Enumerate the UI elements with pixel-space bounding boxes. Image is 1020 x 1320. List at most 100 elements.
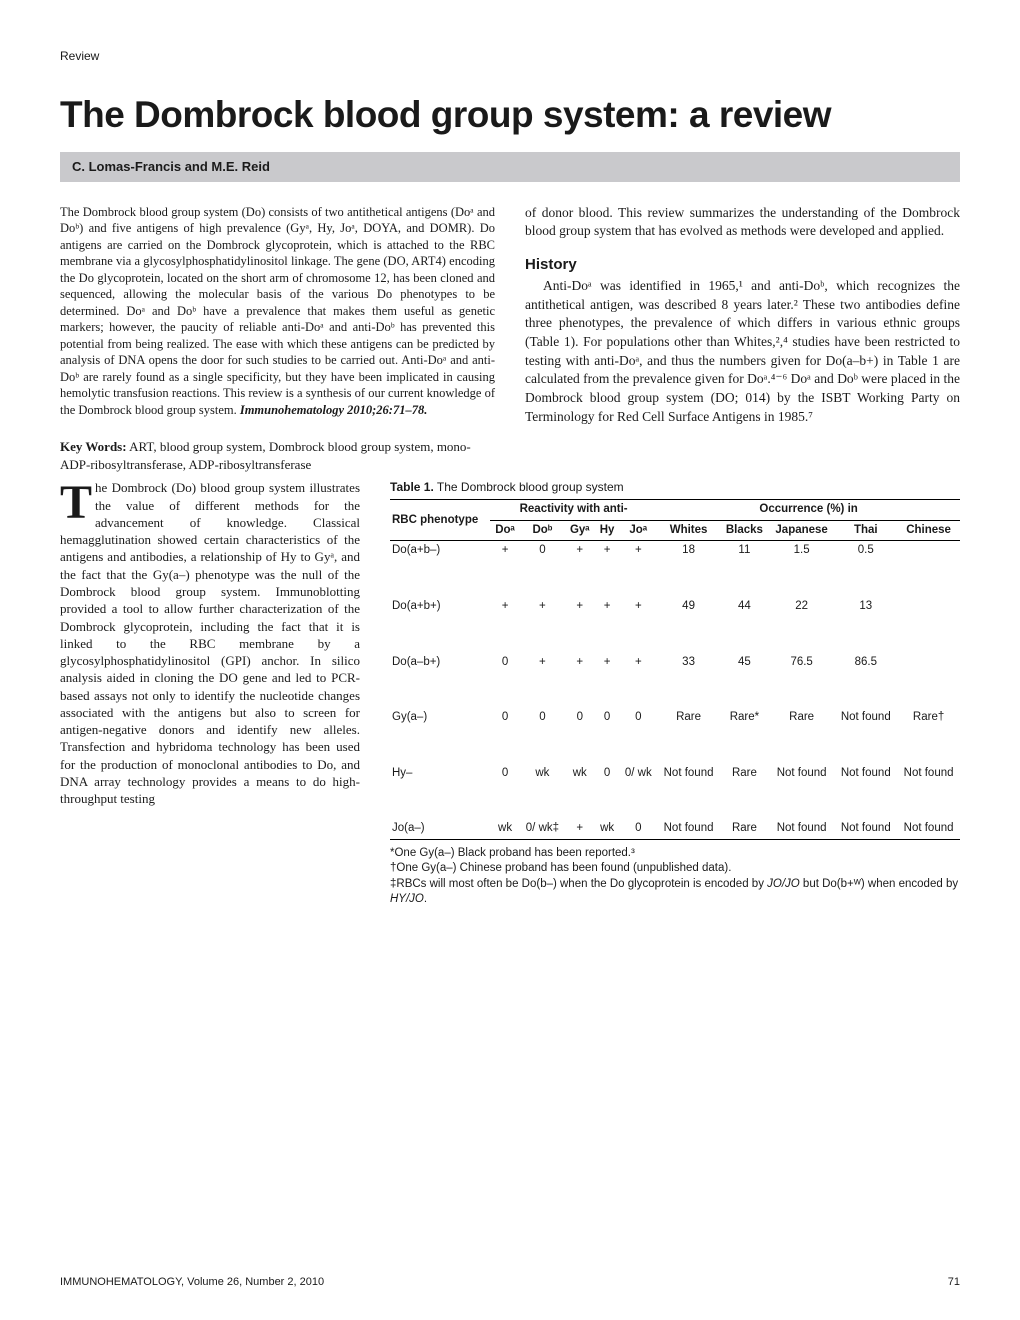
cell-occurrence (897, 597, 960, 617)
cell-occurrence: 0.5 (834, 541, 897, 561)
keywords: Key Words: ART, blood group system, Domb… (60, 438, 474, 473)
cell-occurrence: Rare (720, 819, 769, 839)
cell-reactivity: 0 (595, 708, 620, 728)
keywords-label: Key Words: (60, 439, 127, 454)
footer-left: IMMUNOHEMATOLOGY, Volume 26, Number 2, 2… (60, 1275, 324, 1290)
cell-occurrence: Rare (720, 764, 769, 784)
col-group-occurrence: Occurrence (%) in (657, 500, 960, 521)
cell-phenotype: Do(a+b–) (390, 541, 490, 561)
abstract-text: The Dombrock blood group system (Do) con… (60, 205, 495, 417)
lead-continuation: of donor blood. This review summarizes t… (525, 204, 960, 241)
cell-occurrence: Rare* (720, 708, 769, 728)
page-footer: IMMUNOHEMATOLOGY, Volume 26, Number 2, 2… (60, 1275, 960, 1290)
cell-occurrence: 33 (657, 653, 720, 673)
table-row-spacer (390, 783, 960, 819)
body-paragraph: he Dombrock (Do) blood group system illu… (60, 480, 360, 806)
dombrock-table: RBC phenotype Reactivity with anti- Occu… (390, 499, 960, 839)
cell-reactivity: 0 (490, 653, 520, 673)
cell-occurrence: 22 (769, 597, 835, 617)
cell-occurrence: Not found (657, 819, 720, 839)
cell-reactivity: + (520, 653, 565, 673)
top-columns: The Dombrock blood group system (Do) con… (60, 204, 960, 427)
cell-occurrence: 45 (720, 653, 769, 673)
cell-reactivity: 0 (490, 708, 520, 728)
cell-reactivity: + (565, 597, 595, 617)
cell-occurrence: 49 (657, 597, 720, 617)
col-hy: Hy (595, 520, 620, 541)
table-row-spacer (390, 561, 960, 597)
cell-reactivity: + (595, 541, 620, 561)
lower-area: The Dombrock (Do) blood group system ill… (60, 479, 960, 907)
cell-reactivity: + (520, 597, 565, 617)
cell-occurrence: 13 (834, 597, 897, 617)
cell-reactivity: + (490, 597, 520, 617)
abstract-citation: Immunohematology 2010;26:71–78. (240, 403, 428, 417)
col-rbc-phenotype: RBC phenotype (390, 500, 490, 541)
cell-reactivity: 0 (619, 819, 657, 839)
cell-reactivity: + (565, 653, 595, 673)
col-thai: Thai (834, 520, 897, 541)
history-heading: History (525, 255, 960, 275)
cell-reactivity: + (619, 653, 657, 673)
cell-occurrence: Not found (897, 819, 960, 839)
cell-reactivity: + (490, 541, 520, 561)
col-gya: Gyᵃ (565, 520, 595, 541)
cell-occurrence: Not found (834, 819, 897, 839)
col-chinese: Chinese (897, 520, 960, 541)
cell-reactivity: 0 (619, 708, 657, 728)
cell-occurrence (897, 541, 960, 561)
col-doa: Doᵃ (490, 520, 520, 541)
footnote-2: †One Gy(a–) Chinese proband has been fou… (390, 861, 960, 877)
table-area: Table 1. The Dombrock blood group system… (390, 479, 960, 907)
table-footnotes: *One Gy(a–) Black proband has been repor… (390, 846, 960, 908)
cell-reactivity: 0 (565, 708, 595, 728)
cell-reactivity: 0 (520, 541, 565, 561)
col-whites: Whites (657, 520, 720, 541)
col-japanese: Japanese (769, 520, 835, 541)
right-column-top: of donor blood. This review summarizes t… (525, 204, 960, 427)
table-row-spacer (390, 672, 960, 708)
cell-occurrence: 44 (720, 597, 769, 617)
cell-reactivity: + (565, 819, 595, 839)
cell-occurrence: Not found (657, 764, 720, 784)
cell-occurrence: 18 (657, 541, 720, 561)
table-row: Jo(a–)wk0/ wk‡+wk0Not foundRareNot found… (390, 819, 960, 839)
col-blacks: Blacks (720, 520, 769, 541)
cell-phenotype: Do(a+b+) (390, 597, 490, 617)
cell-occurrence: 76.5 (769, 653, 835, 673)
cell-reactivity: 0 (490, 764, 520, 784)
cell-phenotype: Gy(a–) (390, 708, 490, 728)
cell-reactivity: + (595, 597, 620, 617)
cell-reactivity: + (619, 541, 657, 561)
col-dob: Doᵇ (520, 520, 565, 541)
col-joa: Joᵃ (619, 520, 657, 541)
review-label: Review (60, 48, 960, 64)
table-row: Hy–0wkwk00/ wkNot foundRareNot foundNot … (390, 764, 960, 784)
cell-occurrence: 11 (720, 541, 769, 561)
cell-reactivity: wk (490, 819, 520, 839)
table-caption-label: Table 1. (390, 480, 434, 494)
page-title: The Dombrock blood group system: a revie… (60, 90, 960, 140)
cell-reactivity: wk (520, 764, 565, 784)
cell-reactivity: wk (565, 764, 595, 784)
cell-reactivity: 0 (595, 764, 620, 784)
cell-occurrence: Rare (657, 708, 720, 728)
cell-reactivity: wk (595, 819, 620, 839)
table-row: Gy(a–)00000RareRare*RareNot foundRare† (390, 708, 960, 728)
table-row: Do(a–b+)0++++334576.586.5 (390, 653, 960, 673)
table-row: Do(a+b+)+++++49442213 (390, 597, 960, 617)
footnote-1: *One Gy(a–) Black proband has been repor… (390, 846, 960, 862)
abstract-column: The Dombrock blood group system (Do) con… (60, 204, 495, 427)
table-row-spacer (390, 728, 960, 764)
cell-occurrence: Not found (769, 819, 835, 839)
cell-occurrence (897, 653, 960, 673)
cell-occurrence: Not found (834, 708, 897, 728)
abstract: The Dombrock blood group system (Do) con… (60, 204, 495, 419)
cell-reactivity: + (595, 653, 620, 673)
footer-right: 71 (948, 1275, 960, 1290)
table-body: Do(a+b–)+0+++18111.50.5Do(a+b+)+++++4944… (390, 541, 960, 839)
cell-occurrence: Not found (834, 764, 897, 784)
cell-occurrence: Not found (769, 764, 835, 784)
cell-phenotype: Jo(a–) (390, 819, 490, 839)
table-row: Do(a+b–)+0+++18111.50.5 (390, 541, 960, 561)
